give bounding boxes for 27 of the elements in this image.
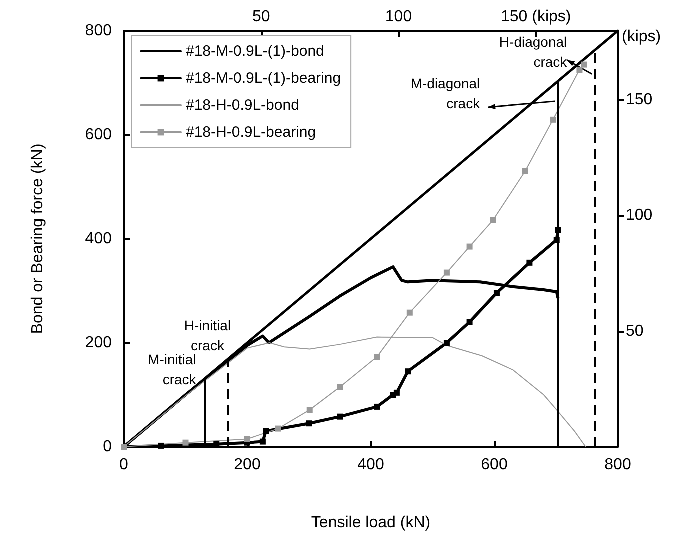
x-axis-title: Tensile load (kN) bbox=[311, 514, 431, 532]
ref-line-label: H-initial crack bbox=[184, 318, 232, 354]
y2-tick-label: 150 bbox=[626, 91, 653, 108]
y-axis-title: Bond or Bearing force (kN) bbox=[30, 144, 46, 334]
legend-label: #18-H-0.9L-bearing bbox=[186, 124, 316, 141]
y-tick-label: 400 bbox=[85, 230, 112, 248]
y-tick-label: 600 bbox=[85, 126, 112, 144]
y2-axis-title: (kips) bbox=[622, 28, 662, 46]
ref-line-label: H-diagonal crack bbox=[499, 34, 568, 70]
x-tick-label: 800 bbox=[604, 456, 632, 474]
legend-label: #18-M-0.9L-(1)-bond bbox=[186, 43, 324, 60]
ref-line-label: M-initial crack bbox=[148, 351, 198, 388]
y2-tick-label: 100 bbox=[626, 207, 653, 224]
y-tick-label: 0 bbox=[103, 438, 112, 456]
x-tick-label: 400 bbox=[358, 456, 384, 474]
x-tick-label: 600 bbox=[481, 456, 508, 474]
y-tick-label: 200 bbox=[85, 334, 112, 352]
y2-tick-label: 50 bbox=[626, 322, 644, 340]
y-tick-label: 800 bbox=[85, 22, 112, 40]
ref-line-label: M-diagonal crack bbox=[410, 75, 482, 112]
x2-tick-label: 150 (kips) bbox=[501, 8, 572, 26]
legend-label: #18-H-0.9L-bond bbox=[186, 97, 300, 114]
x2-tick-label: 100 bbox=[385, 8, 412, 26]
x-tick-label: 0 bbox=[120, 456, 129, 474]
x2-tick-label: 50 bbox=[252, 8, 270, 26]
legend-label: #18-M-0.9L-(1)-bearing bbox=[186, 70, 342, 87]
x-tick-label: 200 bbox=[234, 456, 261, 474]
